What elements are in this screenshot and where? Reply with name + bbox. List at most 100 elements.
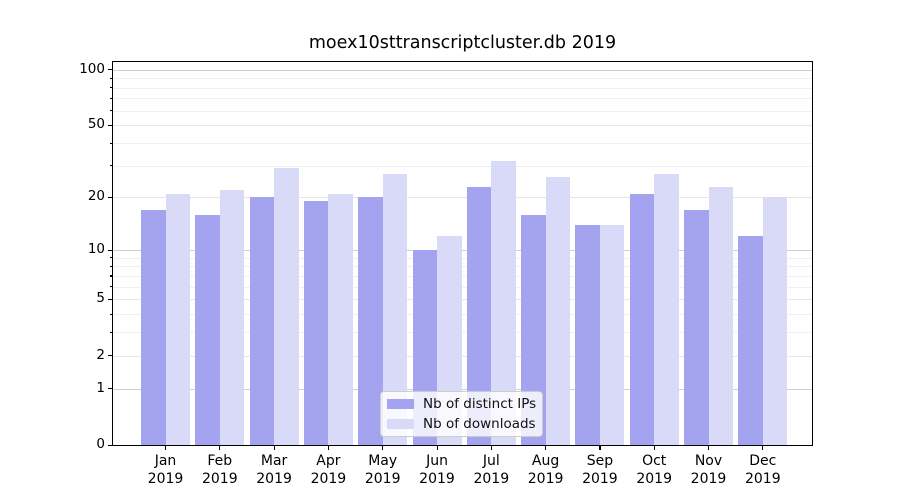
y-gridline-90: [113, 78, 812, 80]
bar-downloads-aug: [545, 177, 571, 445]
legend-item-distinct-ips: Nb of distinct IPs: [387, 396, 536, 412]
bar-distinct-ips-mar: [249, 197, 275, 445]
y-minor-tick-7: [110, 275, 113, 277]
x-tick-month-aug: Aug: [531, 453, 560, 469]
x-tick-month-dec: Dec: [749, 453, 777, 469]
bar-distinct-ips-may: [358, 197, 383, 445]
x-tick-year-apr: 2019: [310, 471, 347, 487]
x-tick-label-apr: Apr 2019: [298, 452, 358, 488]
bar-downloads-feb: [219, 190, 245, 445]
y-tick-label-0: 0: [96, 436, 105, 452]
y-minor-tick-40: [110, 142, 113, 144]
y-gridline-100: [113, 69, 812, 71]
x-tick-label-jul: Jul 2019: [461, 452, 521, 488]
y-tick-50: [108, 124, 113, 126]
y-gridline-8: [113, 266, 812, 268]
y-gridline-7: [113, 275, 812, 277]
bar-distinct-ips-feb: [195, 214, 220, 445]
y-tick-100: [108, 69, 113, 71]
y-minor-tick-70: [110, 97, 113, 99]
bar-downloads-apr: [328, 193, 353, 445]
x-tick-aug: [545, 445, 547, 450]
x-tick-feb: [219, 445, 221, 450]
bar-downloads-jan: [165, 193, 190, 445]
y-gridline-60: [113, 110, 812, 112]
bar-distinct-ips-dec: [738, 236, 763, 445]
y-tick-label-1: 1: [96, 379, 105, 396]
x-tick-year-mar: 2019: [256, 471, 292, 487]
y-tick-10: [108, 249, 113, 251]
y-tick-label-50: 50: [87, 116, 105, 133]
bar-downloads-sep: [599, 224, 625, 445]
x-tick-jul: [490, 445, 492, 450]
x-tick-sep: [599, 445, 601, 450]
x-tick-year-aug: 2019: [527, 471, 564, 487]
y-tick-0: [108, 444, 113, 446]
x-tick-label-jan: Jan 2019: [136, 452, 196, 488]
x-tick-year-jun: 2019: [419, 471, 455, 487]
x-tick-month-mar: Mar: [260, 453, 288, 469]
y-gridline-30: [113, 165, 812, 167]
x-tick-month-jun: Jun: [426, 453, 448, 469]
bar-downloads-nov: [708, 186, 733, 445]
x-tick-label-may: May 2019: [353, 452, 413, 488]
bar-downloads-oct: [654, 174, 679, 445]
y-gridline-1: [113, 388, 812, 390]
legend-item-downloads: Nb of downloads: [387, 416, 536, 432]
chart-title: moex10sttranscriptcluster.db 2019: [308, 33, 617, 53]
legend-swatch-distinct-ips-icon: [387, 399, 414, 409]
y-tick-5: [108, 298, 113, 300]
y-gridline-4: [113, 314, 812, 316]
x-tick-year-oct: 2019: [636, 471, 672, 487]
x-tick-label-oct: Oct 2019: [624, 452, 684, 488]
y-tick-20: [108, 196, 113, 199]
y-gridline-6: [113, 286, 812, 288]
bar-distinct-ips-nov: [684, 209, 709, 445]
bar-distinct-ips-sep: [575, 224, 600, 445]
x-tick-month-jan: Jan: [154, 453, 177, 469]
y-gridline-5: [113, 299, 812, 301]
x-tick-label-aug: Aug 2019: [516, 452, 576, 488]
x-tick-mar: [273, 445, 275, 450]
x-tick-may: [382, 445, 384, 450]
x-tick-label-jun: Jun 2019: [407, 452, 467, 488]
legend-swatch-downloads-icon: [387, 419, 414, 429]
x-tick-dec: [762, 445, 764, 450]
bar-distinct-ips-apr: [303, 201, 329, 445]
y-gridline-70: [113, 98, 812, 100]
y-minor-tick-6: [110, 286, 113, 288]
x-tick-year-feb: 2019: [201, 471, 238, 487]
y-gridline-80: [113, 87, 812, 89]
x-tick-year-jul: 2019: [473, 471, 510, 487]
x-tick-month-may: May: [368, 453, 398, 469]
plot-area: [113, 62, 812, 445]
y-tick-label-2: 2: [96, 346, 105, 363]
bar-distinct-ips-oct: [629, 193, 655, 445]
y-tick-label-10: 10: [87, 241, 105, 257]
x-tick-apr: [327, 445, 330, 450]
legend: Nb of distinct IPs Nb of downloads: [380, 391, 543, 437]
y-minor-tick-80: [110, 87, 113, 89]
y-minor-tick-30: [110, 165, 113, 167]
x-tick-year-dec: 2019: [744, 471, 781, 487]
y-gridline-40: [113, 143, 812, 144]
y-minor-tick-4: [110, 313, 113, 315]
x-tick-year-nov: 2019: [690, 471, 727, 487]
y-gridline-3: [113, 332, 812, 334]
y-minor-tick-8: [110, 265, 113, 267]
x-tick-month-sep: Sep: [586, 453, 614, 469]
x-tick-oct: [653, 445, 655, 450]
y-tick-2: [108, 355, 113, 357]
y-gridline-50: [113, 125, 812, 127]
x-tick-label-feb: Feb 2019: [190, 452, 250, 488]
y-minor-tick-9: [110, 257, 113, 259]
y-tick-1: [108, 388, 113, 390]
x-tick-month-nov: Nov: [694, 453, 723, 469]
x-tick-year-may: 2019: [364, 471, 401, 487]
x-tick-year-jan: 2019: [147, 471, 184, 487]
x-tick-jun: [436, 445, 438, 450]
x-tick-label-dec: Dec 2019: [733, 452, 793, 488]
y-tick-label-5: 5: [96, 290, 105, 307]
x-tick-year-sep: 2019: [582, 471, 618, 487]
